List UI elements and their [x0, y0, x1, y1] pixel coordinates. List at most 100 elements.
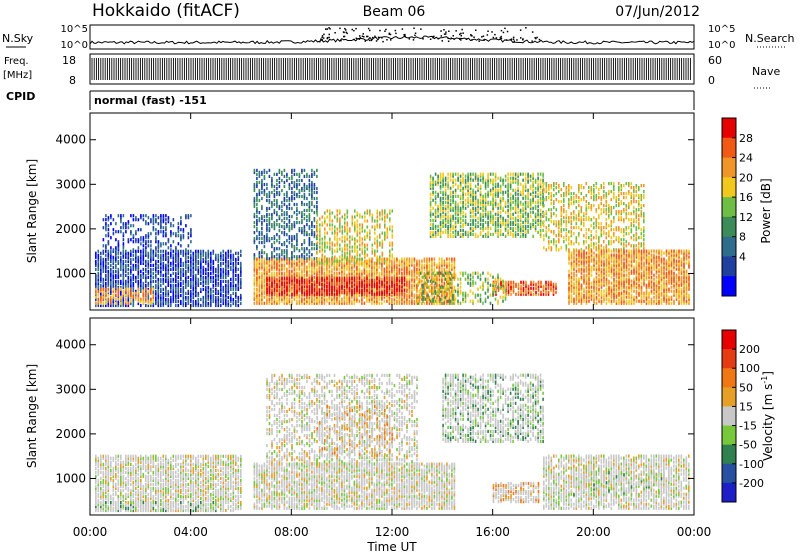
range-gate-cell	[165, 242, 167, 246]
range-gate-cell	[381, 253, 384, 257]
range-gate-cell	[147, 261, 150, 265]
range-gate-cell	[381, 241, 384, 245]
range-gate-cell	[220, 267, 222, 271]
range-gate-cell	[142, 299, 145, 303]
range-gate-cell	[453, 277, 456, 281]
range-gate-cell	[147, 291, 150, 295]
range-gate-cell	[434, 214, 437, 218]
range-gate-cell	[210, 277, 212, 281]
range-gate-cell	[323, 278, 326, 282]
range-gate-cell	[177, 293, 180, 298]
range-gate-cell	[321, 278, 323, 282]
range-gate-cell	[321, 215, 324, 219]
range-gate-cell	[140, 299, 142, 303]
range-gate-cell	[135, 295, 137, 299]
range-gate-cell	[386, 295, 388, 299]
range-gate-cell	[333, 276, 336, 280]
range-gate-cell	[266, 194, 268, 199]
nsky-point	[345, 31, 347, 34]
range-gate-cell	[429, 230, 432, 234]
range-gate-cell	[261, 172, 263, 176]
range-gate-cell	[185, 277, 187, 281]
nsky-point	[440, 30, 442, 32]
range-gate-cell	[316, 301, 318, 305]
range-gate-cell	[353, 284, 356, 288]
range-gate-cell	[200, 289, 202, 293]
range-gate-cell	[321, 273, 323, 277]
range-gate-cell	[137, 240, 140, 244]
nsky-point	[536, 36, 538, 39]
range-gate-cell	[162, 232, 165, 236]
range-gate-cell	[273, 211, 276, 215]
range-gate-cell	[220, 263, 222, 267]
range-gate-cell	[110, 222, 112, 226]
range-gate-cell	[273, 297, 276, 301]
range-gate-cell	[326, 261, 329, 265]
range-gate-cell	[451, 273, 453, 277]
range-gate-cell	[170, 283, 172, 287]
range-gate-cell	[296, 261, 298, 265]
range-gate-cell	[346, 243, 349, 247]
range-gate-cell	[311, 301, 313, 305]
range-gate-cell	[311, 172, 313, 176]
range-gate-cell	[197, 283, 200, 287]
range-gate-cell	[180, 220, 182, 224]
range-gate-cell	[353, 299, 356, 303]
range-gate-cell	[140, 289, 142, 293]
range-gate-cell	[256, 221, 258, 225]
range-gate-cell	[403, 267, 406, 271]
range-gate-cell	[388, 278, 391, 282]
range-gate-cell	[261, 182, 263, 187]
range-gate-cell	[328, 288, 331, 292]
range-gate-cell	[306, 253, 308, 257]
range-gate-cell	[230, 297, 232, 302]
range-gate-cell	[366, 235, 369, 239]
range-gate-cell	[368, 269, 371, 273]
range-gate-cell	[175, 285, 177, 289]
range-gate-cell	[368, 297, 371, 301]
range-gate-cell	[281, 200, 283, 205]
range-gate-cell	[172, 253, 175, 257]
range-gate-cell	[145, 291, 147, 295]
range-gate-cell	[210, 289, 212, 293]
range-gate-cell	[237, 261, 240, 265]
range-gate-cell	[212, 279, 215, 283]
range-gate-cell	[378, 286, 381, 290]
range-gate-cell	[155, 263, 157, 267]
range-gate-cell	[361, 277, 363, 281]
power-scatter	[95, 168, 690, 308]
range-gate-cell	[120, 255, 122, 259]
range-gate-cell	[371, 247, 374, 251]
nsky-point	[322, 37, 325, 39]
range-gate-cell	[434, 172, 437, 176]
range-gate-cell	[97, 303, 100, 308]
range-gate-cell	[95, 297, 97, 302]
range-gate-cell	[230, 299, 232, 304]
range-gate-cell	[102, 238, 105, 242]
range-gate-cell	[185, 255, 187, 259]
range-gate-cell	[268, 192, 271, 197]
range-gate-cell	[286, 223, 288, 227]
range-gate-cell	[105, 297, 107, 302]
range-gate-cell	[157, 232, 160, 236]
range-gate-cell	[167, 261, 170, 265]
range-gate-cell	[263, 301, 266, 305]
range-gate-cell	[266, 267, 268, 271]
range-gate-cell	[313, 186, 316, 191]
range-gate-cell	[110, 257, 112, 261]
range-gate-cell	[271, 257, 273, 261]
range-gate-cell	[175, 267, 177, 271]
range-gate-cell	[426, 291, 428, 295]
range-gate-cell	[268, 267, 271, 271]
range-gate-cell	[333, 282, 336, 286]
range-gate-cell	[416, 269, 418, 273]
range-gate-cell	[137, 285, 140, 289]
range-gate-cell	[296, 301, 298, 305]
range-gate-cell	[135, 255, 137, 259]
range-gate-cell	[326, 245, 329, 249]
range-gate-cell	[434, 216, 437, 220]
range-gate-cell	[122, 291, 125, 295]
range-gate-cell	[381, 273, 383, 277]
range-gate-cell	[423, 295, 426, 299]
range-gate-cell	[432, 212, 434, 216]
